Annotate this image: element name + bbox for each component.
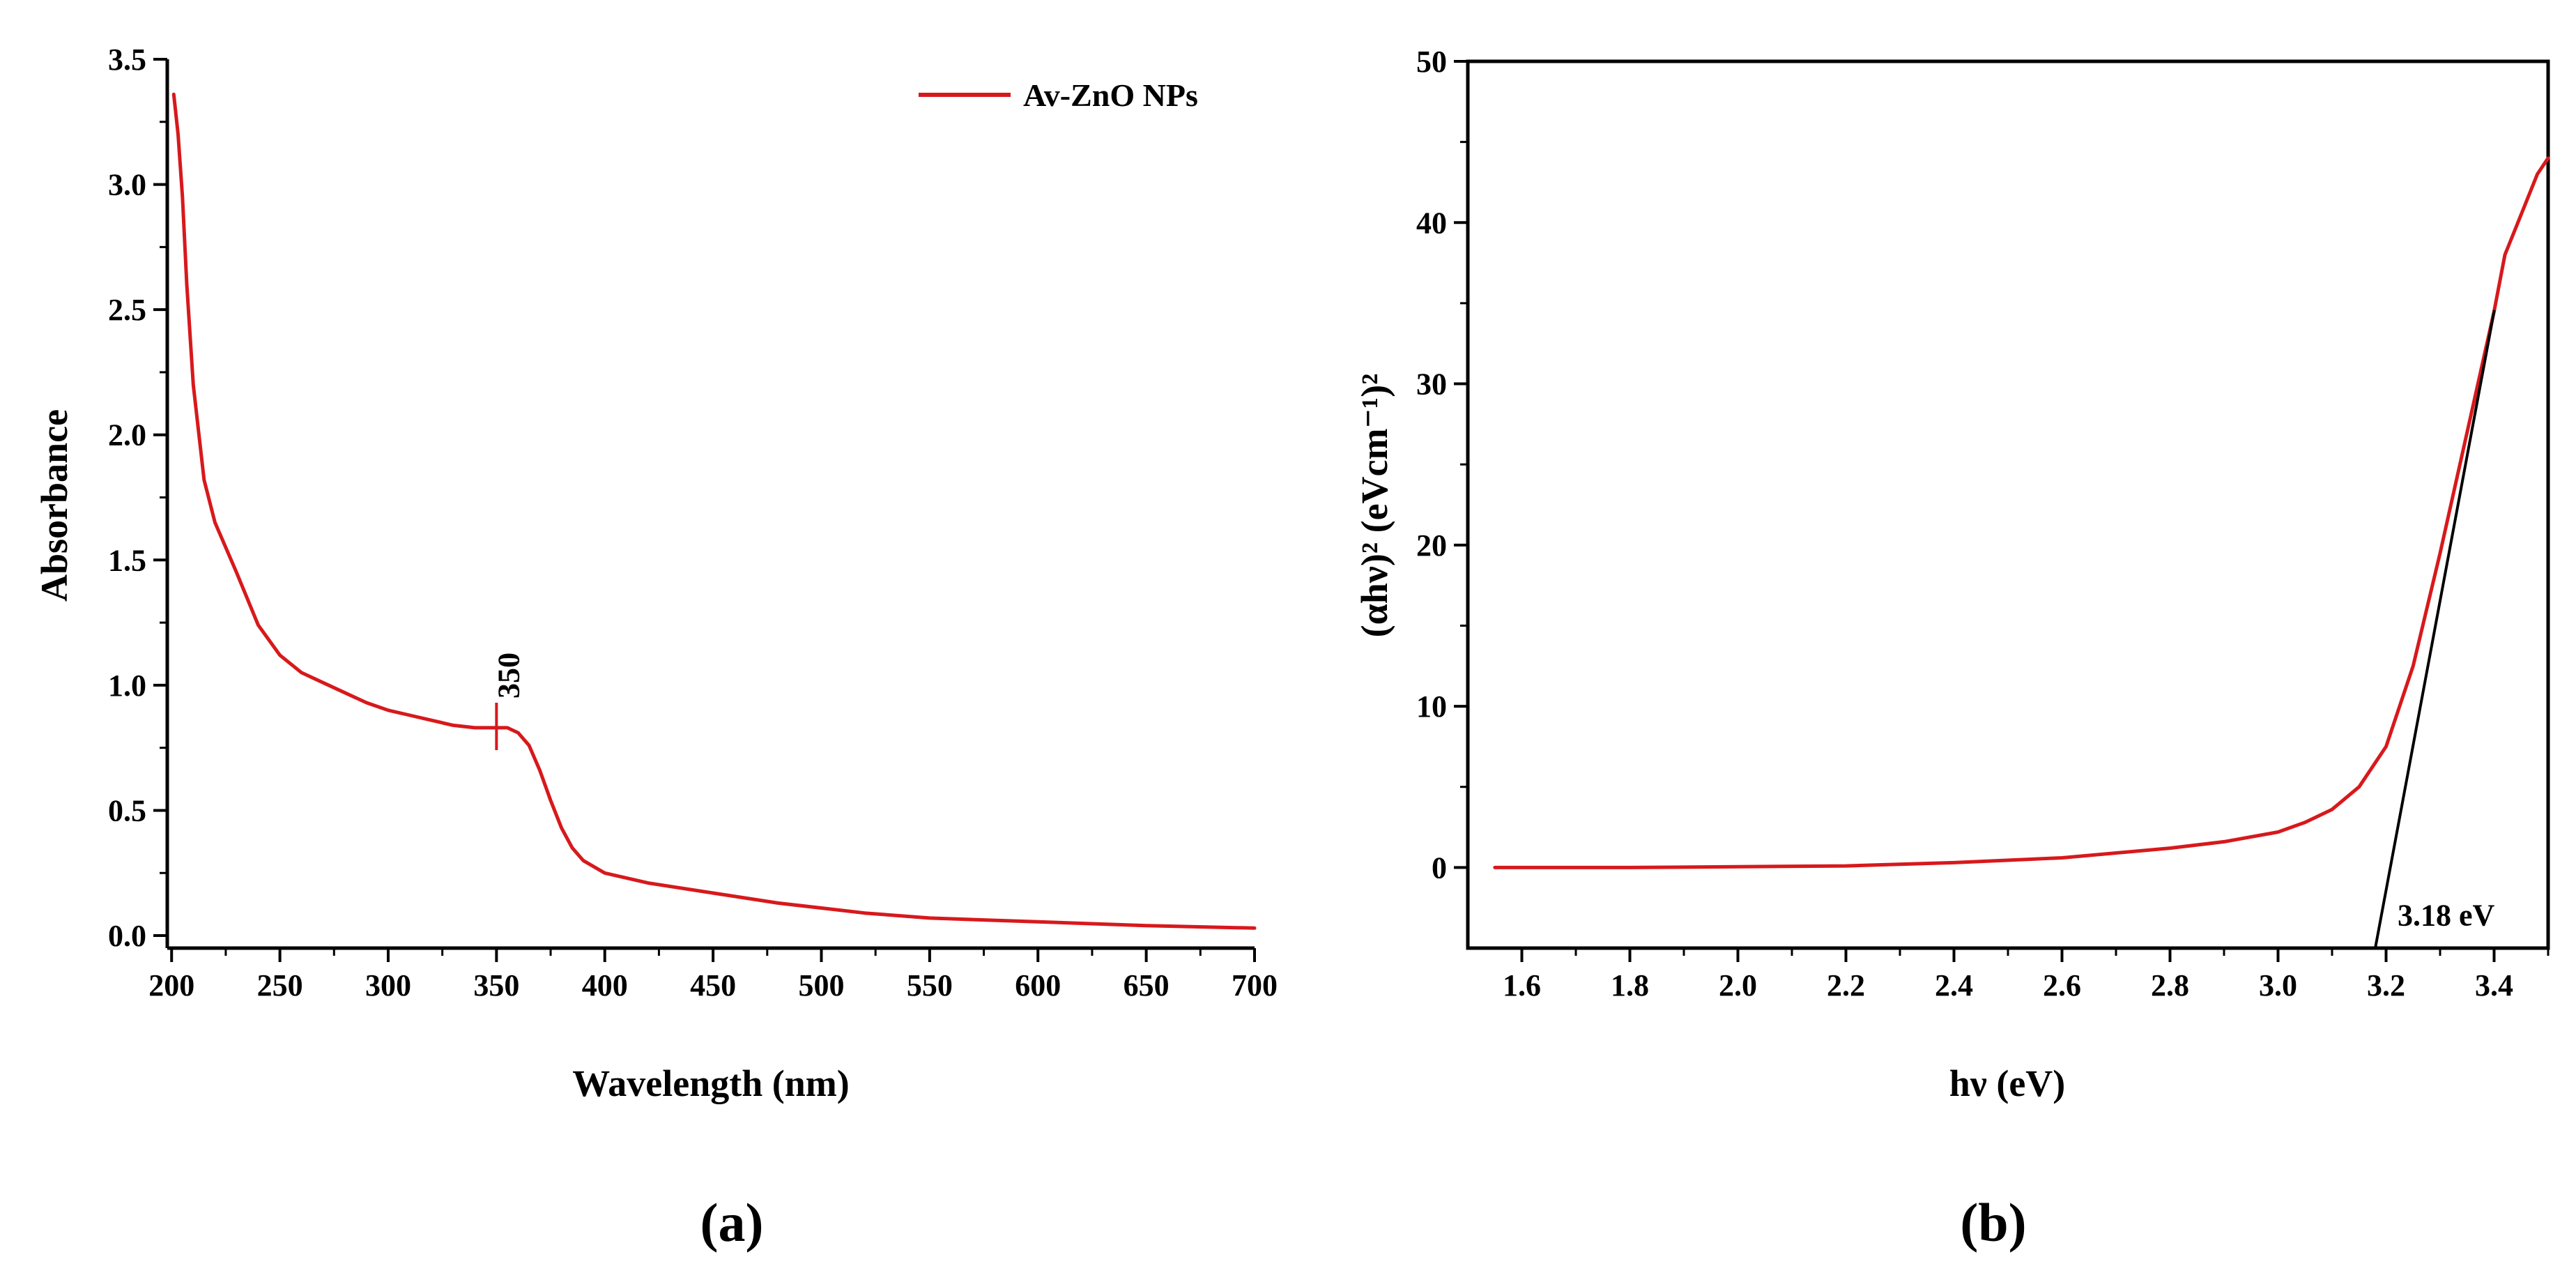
chart-a-panel-label: (a) xyxy=(700,1192,764,1253)
y-tick-label: 30 xyxy=(1416,367,1447,402)
x-tick-label: 400 xyxy=(582,968,628,1002)
chart-a-y-label: Absorbance xyxy=(33,409,75,602)
tangent-line xyxy=(2374,310,2496,950)
y-tick-label: 50 xyxy=(1416,45,1447,79)
x-tick-label: 550 xyxy=(907,968,953,1002)
x-tick-label: 500 xyxy=(798,968,844,1002)
series-line xyxy=(1493,156,2550,869)
y-tick-label: 40 xyxy=(1416,206,1447,240)
x-tick-label: 650 xyxy=(1124,968,1170,1002)
x-tick-label: 2.4 xyxy=(1935,968,1973,1002)
y-tick-label: 1.0 xyxy=(108,669,146,703)
chart-b-ticks xyxy=(1454,60,2550,962)
chart-b-panel-label: (b) xyxy=(1960,1192,2026,1253)
x-tick-label: 200 xyxy=(148,968,194,1002)
x-tick-label: 1.6 xyxy=(1503,968,1541,1002)
chart-a-y-tick-labels: 0.0 0.5 1.0 1.5 2.0 2.5 3.0 3.5 xyxy=(108,43,146,953)
x-tick-label: 2.0 xyxy=(1719,968,1757,1002)
x-tick-label: 1.8 xyxy=(1611,968,1649,1002)
chart-b-x-label: hν (eV) xyxy=(1949,1062,2066,1104)
x-tick-label: 250 xyxy=(257,968,303,1002)
chart-a-x-tick-labels: 200 250 300 350 400 450 500 550 600 650 700 xyxy=(148,968,1278,1002)
chart-a-annotation: 350 xyxy=(484,653,526,750)
legend-entry: Av-ZnO NPs xyxy=(1023,77,1198,113)
y-tick-label: 0.5 xyxy=(108,793,146,828)
x-tick-label: 2.8 xyxy=(2151,968,2189,1002)
chart-b-series xyxy=(1493,156,2550,950)
chart-a-x-label: Wavelength (nm) xyxy=(572,1062,850,1104)
chart-b-y-tick-labels: 0 10 20 30 40 50 xyxy=(1416,45,1447,885)
x-tick-label: 350 xyxy=(473,968,519,1002)
y-tick-label: 0 xyxy=(1432,851,1447,885)
annotation-label: 350 xyxy=(491,653,526,699)
x-tick-label: 3.0 xyxy=(2259,968,2297,1002)
chart-a: 200 250 300 350 400 450 500 550 600 650 700 0.0 0.5… xyxy=(33,43,1278,1253)
y-tick-label: 20 xyxy=(1416,528,1447,563)
chart-b: 1.6 1.8 2.0 2.2 2.4 2.6 2.8 3.0 3.2 3.4 0 10 20 30 40… xyxy=(1354,45,2550,1253)
y-tick-label: 0.0 xyxy=(108,919,146,953)
x-tick-label: 450 xyxy=(690,968,736,1002)
chart-b-y-label: (αhν)² (eVcm⁻¹)² xyxy=(1354,374,1395,638)
chart-b-x-tick-labels: 1.6 1.8 2.0 2.2 2.4 2.6 2.8 3.0 3.2 3.4 xyxy=(1503,968,2513,1002)
y-tick-label: 2.0 xyxy=(108,418,146,452)
y-tick-label: 3.5 xyxy=(108,43,146,77)
bandgap-annotation: 3.18 eV xyxy=(2398,899,2495,933)
y-tick-label: 1.5 xyxy=(108,543,146,577)
x-tick-label: 600 xyxy=(1015,968,1061,1002)
x-tick-label: 3.4 xyxy=(2475,968,2513,1002)
chart-a-legend: Av-ZnO NPs xyxy=(919,77,1198,113)
y-tick-label: 10 xyxy=(1416,689,1447,724)
y-tick-label: 2.5 xyxy=(108,293,146,327)
x-tick-label: 2.2 xyxy=(1827,968,1865,1002)
x-tick-label: 300 xyxy=(365,968,411,1002)
y-tick-label: 3.0 xyxy=(108,168,146,202)
x-tick-label: 2.6 xyxy=(2043,968,2081,1002)
x-tick-label: 3.2 xyxy=(2367,968,2405,1002)
x-tick-label: 700 xyxy=(1232,968,1278,1002)
